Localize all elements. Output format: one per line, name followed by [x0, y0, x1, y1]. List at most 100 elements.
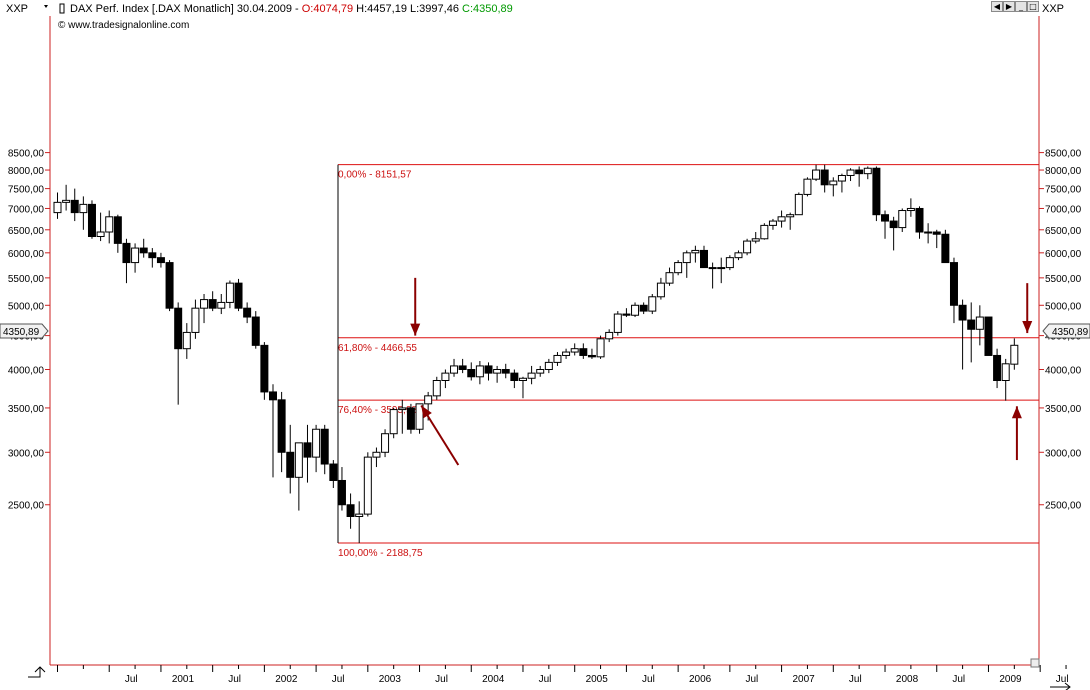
candle	[243, 302, 252, 324]
candle-body-up	[898, 210, 907, 229]
candle	[544, 358, 553, 374]
candle	[62, 184, 71, 211]
candle-body-up	[846, 169, 855, 176]
candle	[708, 262, 717, 289]
y-tick-label: 3000,00	[1045, 448, 1082, 459]
candle	[674, 260, 683, 276]
y-tick-label: 8000,00	[8, 166, 45, 177]
minimize-icon[interactable]: _	[1015, 1, 1027, 12]
y-tick-label: 3500,00	[1045, 404, 1082, 415]
fib-level-label: 76,40% - 3595,98	[338, 405, 417, 416]
y-axis-left: 2500,003000,003500,004000,004500,005000,…	[8, 149, 50, 512]
candle	[389, 407, 398, 439]
candle-body-down	[260, 344, 269, 393]
candle	[467, 362, 476, 381]
candle-body-up	[794, 193, 803, 216]
candle	[260, 342, 269, 400]
candle	[96, 212, 105, 242]
candle	[225, 280, 234, 309]
candle	[294, 442, 303, 511]
candle	[993, 348, 1002, 389]
x-tick-label: Jul	[1056, 674, 1069, 685]
candle	[881, 210, 890, 239]
candle	[605, 329, 614, 343]
candle-body-up	[475, 365, 484, 378]
candle	[527, 365, 536, 385]
candle-body-up	[62, 199, 71, 203]
candle-body-up	[863, 167, 872, 175]
nav-left-icon[interactable]: ◀	[991, 1, 1003, 12]
last-price-right: 4350,89	[1052, 327, 1089, 338]
candle	[79, 196, 88, 230]
svg-text:DAX Perf. Index [.DAX Monatli: DAX Perf. Index [.DAX Monatlich] 30.04.2…	[70, 3, 513, 15]
corner-arrow-left-icon[interactable]	[28, 666, 46, 678]
candle-body-down	[234, 282, 243, 309]
candle	[837, 173, 846, 193]
candle	[398, 399, 407, 434]
y-tick-label: 6000,00	[1045, 249, 1082, 260]
candle-body-up	[631, 304, 640, 316]
candle	[794, 192, 803, 216]
candle-body-up	[182, 331, 191, 350]
candle-body-up	[743, 240, 752, 254]
candle-body-up	[518, 377, 527, 381]
candle	[510, 369, 519, 389]
candle-body-down	[174, 307, 183, 350]
candle	[768, 218, 777, 230]
candle	[682, 250, 691, 278]
candle-body-down	[208, 299, 217, 309]
candle-body-down	[639, 304, 648, 312]
maximize-icon[interactable]: □	[1027, 1, 1039, 12]
candle	[562, 348, 571, 359]
candle-body-up	[415, 403, 424, 430]
candle-body-up	[441, 372, 450, 381]
candle-body-down	[622, 313, 631, 316]
fibonacci-retracement: 0,00% - 8151,57 61,80% - 4466,55 76,40% - …	[337, 164, 1039, 559]
x-tick-label: Jul	[745, 674, 758, 685]
candle	[570, 343, 579, 356]
candle	[122, 238, 131, 284]
candle-body-down	[286, 451, 295, 478]
nav-right-icon[interactable]: ▶	[1003, 1, 1015, 12]
candle	[286, 424, 295, 494]
copyright-text: © www.tradesignalonline.com	[58, 20, 189, 31]
candle-body-up	[786, 214, 795, 218]
chart-title: DAX Perf. Index [.DAX Monatlich] 30.04.2…	[70, 3, 302, 15]
candle	[174, 302, 183, 405]
candle-body-up	[381, 433, 390, 453]
x-tick-label: 2001	[172, 674, 195, 685]
candle	[381, 429, 390, 458]
candle-body-up	[105, 216, 114, 233]
candle	[518, 376, 527, 399]
candle-body-down	[881, 214, 890, 222]
candle	[967, 302, 976, 363]
candle-body-down	[251, 316, 260, 346]
candle-body-down	[855, 169, 864, 175]
resize-grip-icon[interactable]	[1030, 658, 1040, 668]
candle	[251, 311, 260, 349]
candle	[829, 177, 838, 197]
x-tick-label: 2004	[482, 674, 505, 685]
candle-body-down	[329, 463, 338, 481]
symbol-dropdown-icon[interactable]	[44, 5, 48, 8]
candle	[475, 360, 484, 385]
candle-body-up	[424, 395, 433, 405]
candle	[553, 352, 562, 366]
y-tick-label: 6500,00	[8, 226, 45, 237]
candle-body-down	[165, 262, 174, 309]
candle-body-up	[544, 361, 553, 371]
symbol-left-label[interactable]: XXP	[6, 3, 28, 15]
candle	[803, 177, 812, 197]
x-tick-label: Jul	[435, 674, 448, 685]
candle-body-down	[889, 220, 898, 229]
y-tick-label: 7000,00	[1045, 204, 1082, 215]
x-tick-label: 2002	[275, 674, 298, 685]
candle-body-up	[734, 252, 743, 259]
candle	[105, 210, 114, 244]
high-price: H:4457,19	[356, 3, 407, 15]
arrow-head	[1011, 406, 1022, 419]
open-price: O:4074,79	[302, 3, 353, 15]
candle	[579, 343, 588, 359]
candle-body-up	[493, 369, 502, 374]
candle	[648, 294, 657, 315]
